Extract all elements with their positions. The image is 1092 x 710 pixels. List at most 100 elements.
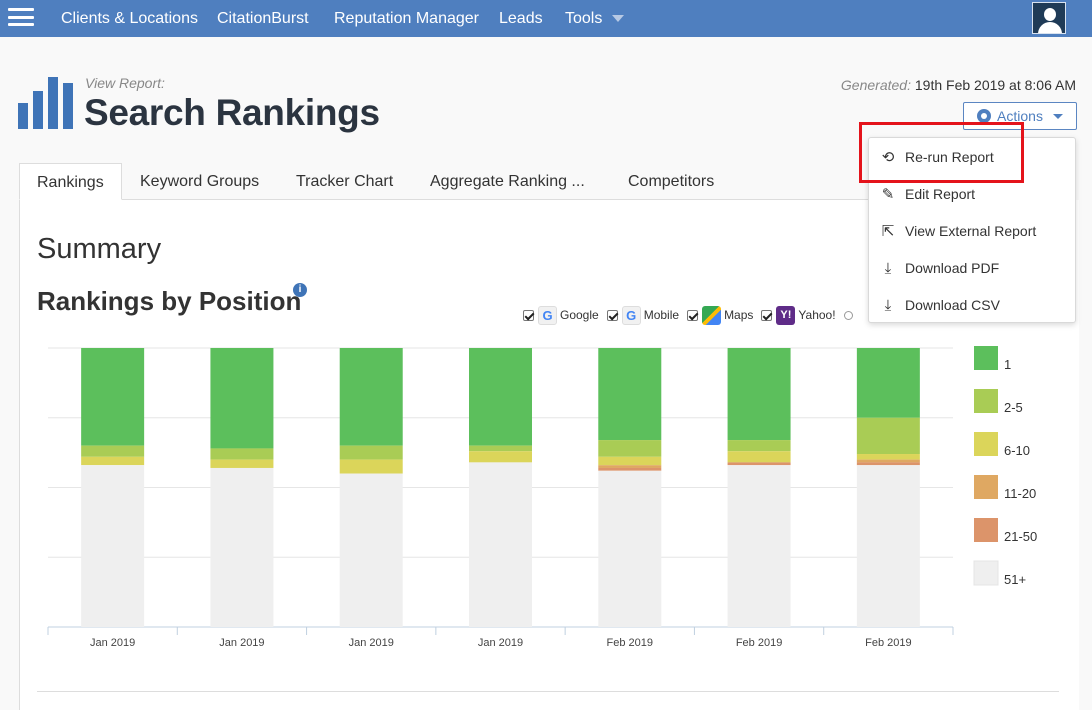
tab-tracker-chart[interactable]: Tracker Chart: [296, 173, 394, 190]
top-navbar: Clients & Locations CitationBurst Reputa…: [0, 0, 1092, 37]
nav-leads[interactable]: Leads: [499, 10, 543, 27]
legend-label-51+: 51+: [1004, 572, 1026, 587]
tab-keyword-groups[interactable]: Keyword Groups: [140, 173, 260, 190]
filter-mobile[interactable]: G Mobile: [606, 305, 679, 325]
bar-segment-6-10: [81, 456, 145, 466]
bar-segment-51+: [598, 470, 662, 627]
bar-segment-51+: [339, 473, 403, 627]
legend-label-1: 1: [1004, 357, 1011, 372]
generated-timestamp: Generated: 19th Feb 2019 at 8:06 AM: [841, 77, 1076, 93]
user-avatar-icon[interactable]: [1032, 2, 1066, 34]
bar-segment-51+: [210, 467, 274, 627]
x-tick-label: Jan 2019: [219, 637, 264, 649]
summary-heading: Summary: [37, 233, 162, 265]
filter-google[interactable]: G Google: [523, 305, 599, 325]
bar-segment-2-5: [469, 445, 532, 452]
bar-segment-1: [598, 348, 662, 441]
menu-item-label: Download CSV: [905, 297, 1000, 313]
bar-segment-1: [469, 348, 532, 446]
x-tick-label: Jan 2019: [349, 637, 394, 649]
menu-item-download-csv[interactable]: ⤓ Download CSV: [869, 287, 1075, 323]
actions-label: Actions: [997, 108, 1043, 124]
yahoo-checkbox[interactable]: [761, 309, 773, 321]
menu-item-label: Edit Report: [905, 186, 976, 202]
legend-swatch-21-50: [974, 518, 998, 542]
bar-segment-11-20: [856, 459, 920, 463]
menu-item-view-external-report[interactable]: ⇱ View External Report: [869, 213, 1075, 249]
bar-segment-6-10: [210, 459, 274, 468]
bar-segment-6-10: [598, 456, 662, 466]
filter-yahoo[interactable]: Y! Yahoo!: [761, 305, 836, 325]
nav-citationburst[interactable]: CitationBurst: [217, 10, 309, 27]
maps-checkbox[interactable]: [687, 309, 699, 321]
legend-label-6-10: 6-10: [1004, 443, 1030, 458]
x-tick-label: Feb 2019: [865, 637, 911, 649]
menu-item-edit-report[interactable]: ✎ Edit Report: [869, 176, 1075, 212]
bar-segment-6-10: [856, 454, 920, 460]
tabs-underline: [19, 199, 869, 200]
nav-tools-label: Tools: [565, 10, 603, 27]
share-icon: ⇱: [881, 223, 895, 240]
menu-item-label: Re-run Report: [905, 149, 994, 165]
bar-segment-1: [81, 348, 145, 446]
tab-competitors[interactable]: Competitors: [628, 173, 715, 190]
filter-maps[interactable]: Maps: [687, 305, 754, 325]
section-divider: [37, 691, 1059, 692]
tab-aggregate-ranking[interactable]: Aggregate Ranking ...: [430, 173, 585, 190]
bar-segment-6-10: [339, 459, 403, 474]
bar-segment-6-10: [469, 451, 532, 463]
bar-segment-1: [339, 348, 403, 446]
filter-yahoo-label: Yahoo!: [798, 308, 836, 322]
legend-swatch-11-20: [974, 475, 998, 499]
view-report-label: View Report:: [85, 75, 165, 91]
info-icon[interactable]: i: [293, 283, 307, 297]
menu-item-label: Download PDF: [905, 260, 1000, 276]
bar-segment-2-5: [210, 448, 274, 460]
menu-item-label: View External Report: [905, 223, 1037, 239]
actions-dropdown-menu: ⟲ Re-run Report ✎ Edit Report ⇱ View Extern…: [868, 137, 1076, 323]
x-tick-label: Feb 2019: [607, 637, 653, 649]
page-title: Search Rankings: [84, 92, 380, 133]
filter-google-label: Google: [560, 308, 599, 322]
legend-label-11-20: 11-20: [1004, 486, 1036, 501]
legend-swatch-2-5: [974, 389, 998, 413]
filter-maps-label: Maps: [724, 308, 754, 322]
legend-label-21-50: 21-50: [1004, 529, 1037, 544]
mobile-checkbox[interactable]: [606, 309, 618, 321]
nav-tools[interactable]: Tools: [565, 0, 625, 37]
google-mobile-icon: G: [621, 305, 641, 325]
legend-label-2-5: 2-5: [1004, 400, 1023, 415]
bar-segment-1: [727, 348, 791, 441]
bar-segment-1: [856, 348, 920, 418]
rankings-by-position-heading: Rankings by Position: [37, 286, 302, 316]
search-engine-filters: G Google G Mobile Maps Y! Yahoo!: [523, 304, 853, 326]
x-tick-label: Feb 2019: [736, 637, 782, 649]
bar-segment-6-10: [727, 451, 791, 463]
legend-swatch-51+: [973, 560, 999, 586]
nav-clients-locations[interactable]: Clients & Locations: [61, 10, 198, 27]
google-checkbox[interactable]: [523, 309, 534, 321]
bar-segment-2-5: [856, 417, 920, 455]
bar-segment-51+: [469, 462, 532, 627]
bar-segment-2-5: [339, 445, 403, 460]
hamburger-menu-icon[interactable]: [8, 6, 34, 28]
pencil-icon: ✎: [881, 186, 895, 203]
undo-icon: ⟲: [881, 149, 895, 166]
menu-item-rerun-report[interactable]: ⟲ Re-run Report: [869, 139, 1075, 175]
bar-segment-21-50: [598, 467, 662, 471]
bar-segment-21-50: [856, 462, 920, 466]
bar-segment-1: [210, 348, 274, 449]
menu-item-download-pdf[interactable]: ⤓ Download PDF: [869, 250, 1075, 286]
rankings-stacked-bar-chart: Jan 2019 Jan 2019 Jan 2019 Jan 2019 Feb 2019…: [47, 346, 1037, 649]
more-filters-icon[interactable]: [843, 310, 853, 320]
download-icon: ⤓: [884, 259, 892, 277]
tab-rankings[interactable]: Rankings: [19, 163, 122, 200]
actions-button[interactable]: Actions: [963, 102, 1077, 130]
nav-reputation-manager[interactable]: Reputation Manager: [334, 10, 479, 27]
bar-segment-2-5: [598, 440, 662, 457]
legend-swatch-6-10: [974, 432, 998, 456]
gear-icon: [977, 109, 992, 123]
caret-down-icon: [1052, 113, 1063, 119]
yahoo-icon: Y!: [776, 305, 796, 325]
generated-label: Generated:: [840, 77, 911, 93]
